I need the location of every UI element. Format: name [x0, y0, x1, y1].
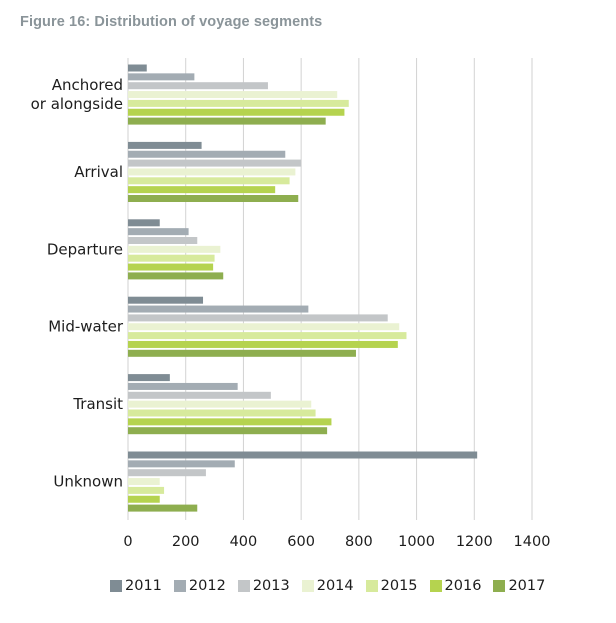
legend-item-2013: 2013 — [237, 578, 290, 594]
bar-2011 — [128, 141, 202, 149]
legend-swatch — [173, 580, 186, 592]
bar-2016 — [128, 495, 160, 503]
category-label: Anchored or alongside — [31, 76, 123, 113]
legend-item-2012: 2012 — [173, 578, 226, 594]
bar-2011 — [128, 219, 160, 227]
legend-label: 2016 — [444, 578, 482, 594]
legend-item-2014: 2014 — [301, 578, 354, 594]
legend-swatch — [493, 580, 506, 592]
bar-2016 — [128, 340, 398, 348]
bar-2013 — [128, 314, 388, 322]
bar-2014 — [128, 323, 400, 331]
bar-2013 — [128, 82, 268, 90]
bar-2017 — [128, 427, 328, 435]
bar-2011 — [128, 64, 147, 72]
bar-2011 — [128, 296, 204, 304]
x-tick-label: 800 — [345, 534, 373, 550]
bar-2016 — [128, 263, 214, 271]
bar-2011 — [128, 451, 478, 459]
legend-label: 2011 — [125, 578, 162, 594]
x-tick-label: 1200 — [456, 534, 493, 550]
category-label: Unknown — [53, 472, 123, 490]
bar-2015 — [128, 177, 290, 185]
bar-2012 — [128, 305, 309, 313]
bar-2014 — [128, 168, 296, 176]
bar-2013 — [128, 237, 198, 244]
bar-2012 — [128, 228, 189, 236]
legend-label: 2015 — [380, 578, 418, 594]
x-tick-label: 1000 — [398, 534, 435, 550]
category-label: Transit — [72, 395, 123, 413]
bar-2017 — [128, 195, 299, 202]
bar-2011 — [128, 374, 170, 382]
bar-2014 — [128, 91, 338, 99]
bar-2016 — [128, 186, 276, 194]
legend-swatch — [365, 580, 378, 592]
category-label: Departure — [47, 240, 123, 258]
bar-2015 — [128, 409, 316, 417]
x-tick-label: 400 — [230, 534, 258, 550]
bar-2016 — [128, 418, 332, 426]
legend-label: 2012 — [188, 578, 226, 594]
legend-label: 2013 — [252, 578, 290, 594]
category-label: Mid-water — [48, 318, 124, 336]
legend-item-2011: 2011 — [110, 578, 162, 594]
bar-2016 — [128, 108, 345, 116]
bar-2015 — [128, 254, 215, 262]
figure-title: Figure 16: Distribution of voyage segmen… — [20, 14, 323, 30]
bar-2017 — [128, 117, 326, 125]
bar-2014 — [128, 478, 160, 486]
bar-2013 — [128, 469, 206, 477]
bar-2015 — [128, 99, 349, 107]
x-tick-label: 200 — [172, 534, 200, 550]
x-tick-label: 0 — [123, 534, 132, 550]
legend-item-2015: 2015 — [365, 578, 418, 594]
bar-2013 — [128, 391, 271, 399]
legend-swatch — [237, 580, 250, 592]
x-tick-label: 1400 — [514, 534, 551, 550]
bar-2012 — [128, 150, 286, 158]
bar-2013 — [128, 159, 302, 167]
bar-2014 — [128, 400, 312, 408]
legend-swatch — [429, 580, 442, 592]
legend-label: 2017 — [508, 578, 546, 594]
bar-2012 — [128, 382, 238, 390]
legend-swatch — [110, 580, 122, 592]
x-tick-label: 600 — [287, 534, 315, 550]
bar-2012 — [128, 460, 235, 468]
bar-2015 — [128, 486, 165, 494]
legend-item-2016: 2016 — [429, 578, 482, 594]
bar-2015 — [128, 332, 407, 340]
legend-item-2017: 2017 — [493, 578, 545, 594]
category-label: Arrival — [74, 163, 123, 181]
bar-2017 — [128, 349, 356, 357]
legend-swatch — [301, 580, 314, 592]
bar-2012 — [128, 73, 195, 81]
legend-label: 2014 — [316, 578, 354, 594]
bar-2014 — [128, 245, 221, 253]
legend: 2011 2012 2013 2014 2015 2016 2017 — [110, 578, 557, 594]
bar-2017 — [128, 272, 224, 280]
bar-2017 — [128, 504, 198, 512]
